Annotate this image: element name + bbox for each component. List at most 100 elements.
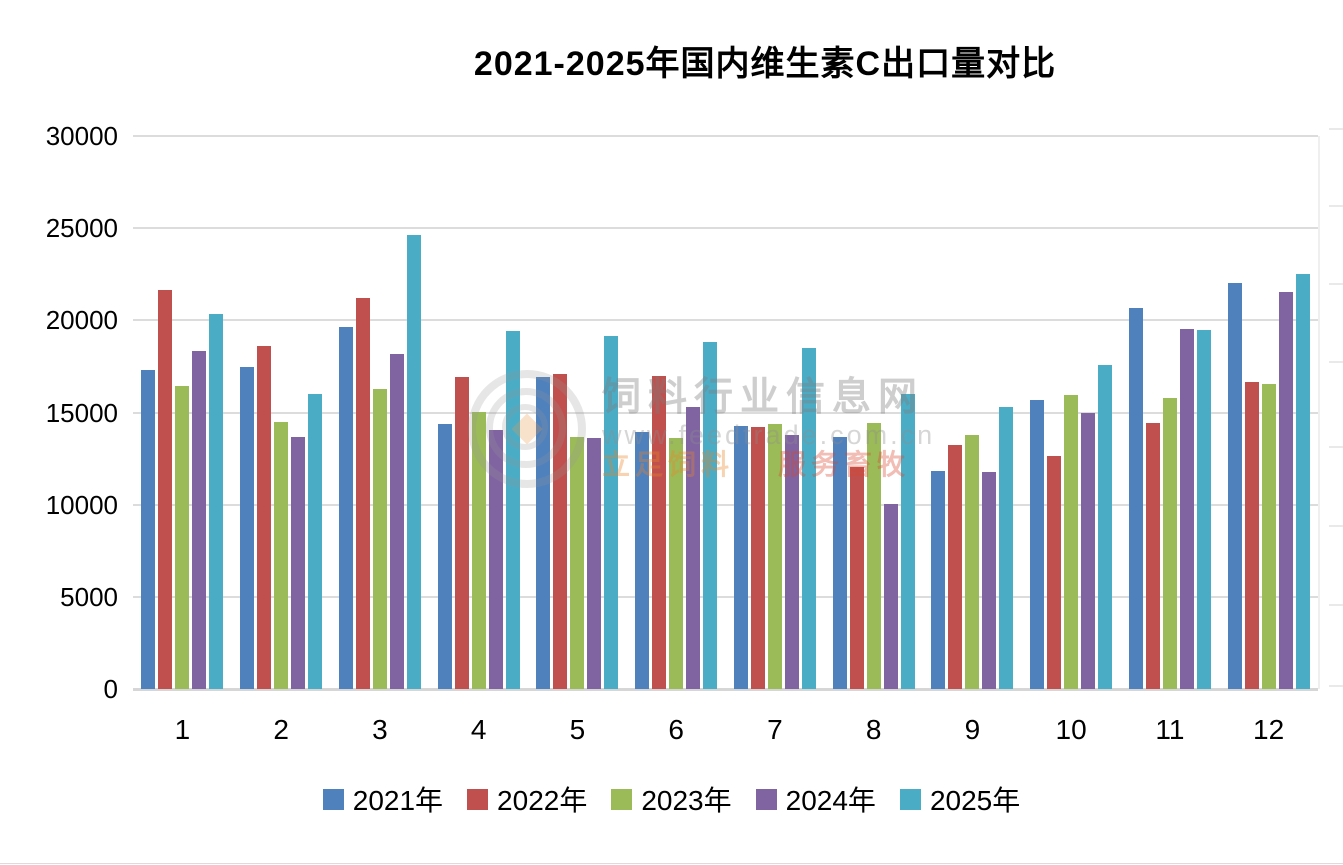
bar-2023年-month-4	[471, 412, 486, 689]
bar-2023年-month-5	[570, 437, 585, 689]
x-tick-label: 3	[372, 714, 388, 745]
legend-label: 2022年	[497, 785, 588, 816]
bar-2024年-month-10	[1081, 413, 1096, 689]
legend-swatch-icon	[611, 788, 633, 810]
bar-2021年-month-2	[240, 367, 255, 689]
bar-2023年-month-10	[1064, 395, 1079, 689]
chart-title: 2021-2025年国内维生素C出口量对比	[473, 45, 1057, 83]
legend-swatch-icon	[467, 788, 489, 810]
bar-2022年-month-7	[750, 427, 765, 689]
bar-2021年-month-6	[635, 432, 650, 689]
bar-groups	[133, 136, 1318, 689]
y-tick-label: 0	[103, 674, 118, 704]
bar-2025年-month-8	[900, 394, 915, 689]
x-axis-baseline	[133, 688, 1318, 691]
x-tick-label: 2	[273, 714, 289, 745]
bar-2022年-month-4	[454, 377, 469, 689]
plot-area	[133, 135, 1320, 691]
bar-2025年-month-7	[801, 348, 816, 689]
legend-item-2022年: 2022年	[467, 779, 587, 819]
bar-2023年-month-1	[175, 386, 190, 689]
y-tick-label: 15000	[45, 397, 118, 428]
bar-group-month-5	[528, 136, 627, 689]
bar-2022年-month-5	[553, 374, 568, 689]
bar-2022年-month-6	[652, 376, 667, 689]
bottom-divider	[0, 863, 1343, 864]
bar-2021年-month-5	[536, 377, 551, 689]
bar-2023年-month-3	[372, 389, 387, 689]
bar-2022年-month-3	[355, 298, 370, 689]
bar-group-month-9	[923, 136, 1022, 689]
bar-2021年-month-4	[437, 424, 452, 689]
bar-2024年-month-6	[686, 407, 701, 689]
bar-2023年-month-7	[767, 424, 782, 689]
bar-2021年-month-12	[1227, 283, 1242, 689]
y-tick-label: 20000	[45, 305, 118, 336]
edge-row-line	[1329, 128, 1343, 130]
edge-row-line	[1329, 205, 1343, 207]
legend-label: 2023年	[641, 785, 732, 816]
bar-2024年-month-12	[1278, 292, 1293, 689]
bar-2022年-month-1	[158, 290, 173, 689]
bar-2021年-month-9	[931, 471, 946, 689]
legend-item-2025年: 2025年	[899, 779, 1021, 819]
x-tick-label: 11	[1155, 714, 1185, 745]
bar-2024年-month-9	[982, 472, 997, 689]
y-tick-label: 5000	[60, 581, 118, 612]
bar-2021年-month-10	[1030, 400, 1045, 689]
bar-2025年-month-6	[703, 342, 718, 689]
edge-row-line	[1329, 283, 1343, 285]
bar-2022年-month-8	[849, 467, 864, 689]
bar-2025年-month-9	[999, 407, 1014, 689]
legend-label: 2024年	[785, 785, 876, 816]
x-tick-label: 5	[569, 714, 586, 745]
bar-2021年-month-7	[733, 426, 748, 689]
bar-group-month-1	[133, 136, 232, 689]
plot-right-edge	[1318, 136, 1320, 689]
bar-2022年-month-9	[948, 445, 963, 689]
bar-2024年-month-4	[488, 430, 503, 689]
bar-group-month-4	[429, 136, 528, 689]
bar-2024年-month-1	[192, 351, 207, 689]
bar-2021年-month-3	[338, 327, 353, 689]
bar-group-month-3	[331, 136, 430, 689]
x-tick-label: 10	[1055, 714, 1087, 745]
bar-2025年-month-10	[1098, 365, 1113, 689]
bar-2025年-month-3	[406, 235, 421, 689]
bar-2024年-month-2	[291, 437, 306, 689]
x-tick-label: 7	[767, 714, 783, 745]
x-axis: 1 2 3 4 5 6 7 8 9 10 11 12	[133, 714, 1318, 746]
bar-2025年-month-4	[505, 331, 520, 689]
bar-2024年-month-3	[389, 354, 404, 689]
bar-2024年-month-8	[883, 504, 898, 689]
bar-2022年-month-10	[1047, 456, 1062, 689]
bar-group-month-8	[824, 136, 923, 689]
bar-group-month-10	[1022, 136, 1121, 689]
y-axis: 0 5000 10000 15000 20000 25000 30000	[0, 0, 118, 760]
x-tick-label: 9	[964, 714, 981, 745]
gridline	[133, 319, 1318, 322]
x-tick-label: 1	[174, 714, 191, 745]
legend-swatch-icon	[899, 788, 921, 810]
edge-row-line	[1329, 525, 1343, 527]
bar-2023年-month-8	[866, 423, 881, 689]
legend-swatch-icon	[755, 788, 777, 810]
bar-2022年-month-12	[1244, 382, 1259, 689]
gridline	[133, 595, 1318, 598]
bar-2022年-month-2	[257, 346, 272, 689]
x-tick-label: 6	[668, 714, 684, 745]
edge-row-line	[1329, 685, 1343, 687]
gridline	[133, 411, 1318, 414]
gridline	[133, 135, 1318, 137]
bar-2025年-month-11	[1196, 330, 1211, 689]
bar-2024年-month-7	[784, 435, 799, 689]
x-tick-label: 8	[865, 714, 882, 745]
legend-label: 2025年	[929, 785, 1021, 816]
bar-group-month-12	[1219, 136, 1318, 689]
x-tick-label: 4	[470, 714, 487, 745]
bar-2021年-month-11	[1128, 308, 1143, 689]
bar-2023年-month-11	[1162, 398, 1177, 689]
bar-2021年-month-8	[832, 437, 847, 689]
bar-2025年-month-5	[604, 336, 619, 689]
